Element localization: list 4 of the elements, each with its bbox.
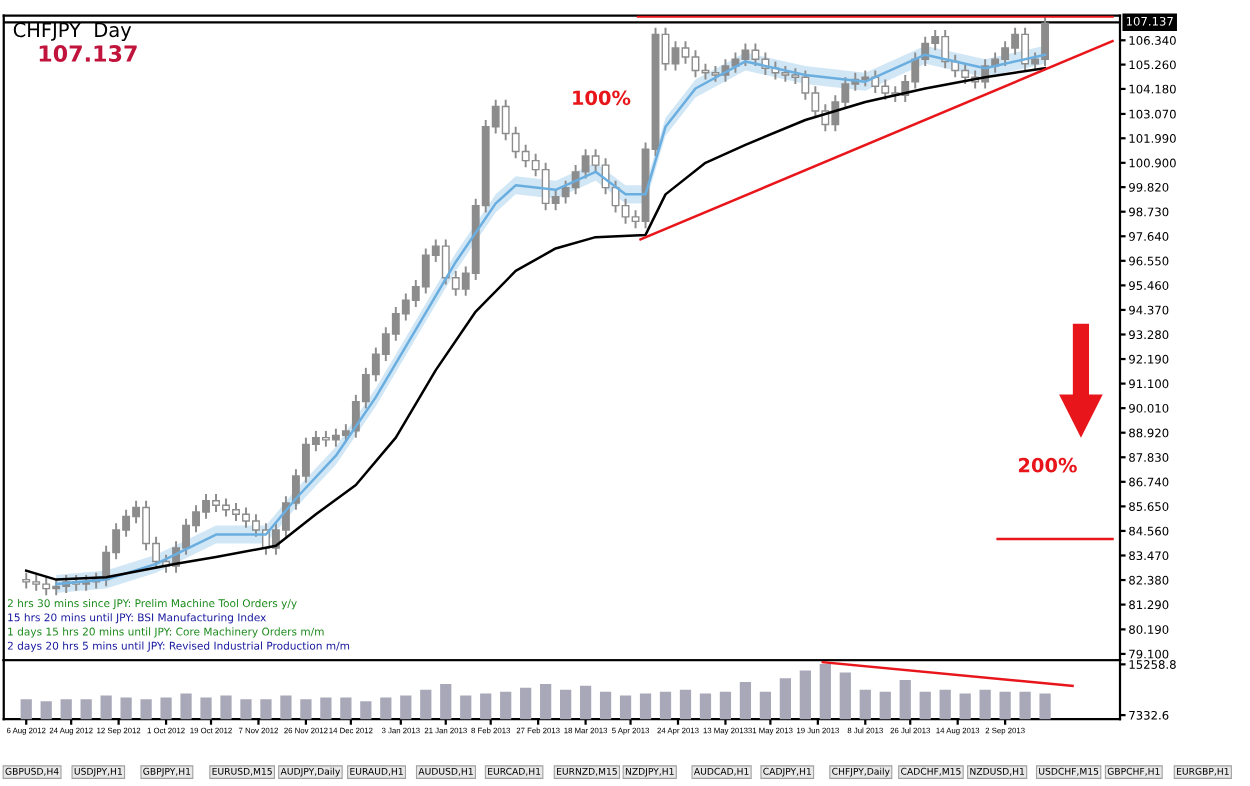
annotation: 100% <box>573 90 631 106</box>
annotation: 200% <box>1018 457 1077 473</box>
text: 107.137 <box>39 45 137 62</box>
chart-title: CHFJPY Day <box>13 22 132 41</box>
